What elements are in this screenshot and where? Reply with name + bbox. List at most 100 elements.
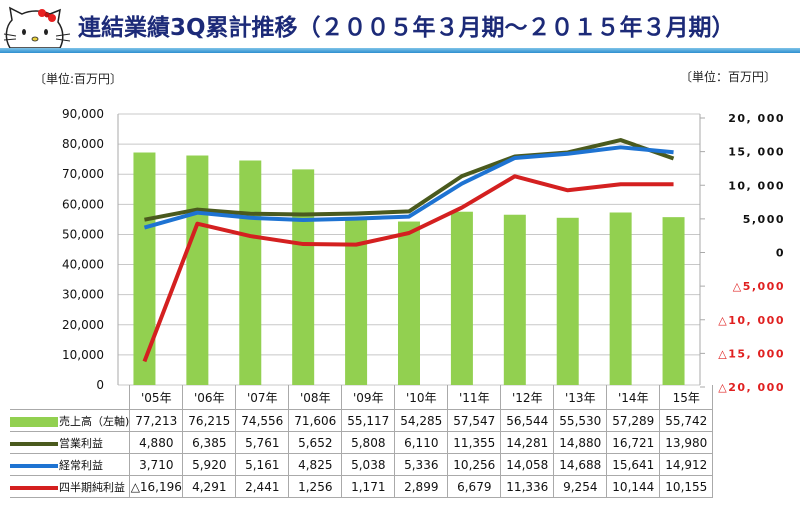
table-cell: 57,289 bbox=[606, 409, 661, 432]
table-cell: 4,825 bbox=[288, 453, 343, 476]
legend-label: 経常利益 bbox=[59, 458, 103, 472]
table-cell: 14,912 bbox=[659, 453, 714, 476]
table-cell: 10,256 bbox=[447, 453, 502, 476]
table-cell: 13,980 bbox=[659, 431, 714, 454]
category-label: '07年 bbox=[235, 385, 290, 410]
right-tick-label: 0 bbox=[776, 247, 785, 260]
right-tick-label: △20, 000 bbox=[718, 381, 785, 394]
bar-sales bbox=[450, 211, 473, 385]
table-cell: 9,254 bbox=[553, 475, 608, 498]
right-tick-label: △10, 000 bbox=[718, 314, 785, 327]
category-label: '06年 bbox=[182, 385, 237, 410]
bar-sales bbox=[398, 221, 420, 385]
left-tick-label: 80,000 bbox=[62, 137, 104, 151]
table-cell: 55,742 bbox=[659, 409, 714, 432]
table-cell: 1,171 bbox=[341, 475, 396, 498]
legend-entry: 経常利益 bbox=[10, 453, 131, 476]
table-cell: 76,215 bbox=[182, 409, 237, 432]
category-label: '08年 bbox=[288, 385, 343, 410]
table-cell: 56,544 bbox=[500, 409, 555, 432]
table-cell: 54,285 bbox=[394, 409, 449, 432]
category-label: '10年 bbox=[394, 385, 449, 410]
bar-sales bbox=[503, 214, 526, 385]
table-row: 営業利益 4,880 6,385 5,761 5,652 5,808 6,110 11,355… bbox=[10, 431, 714, 454]
left-tick-label: 10,000 bbox=[62, 348, 104, 362]
right-tick-label: 5,000 bbox=[743, 213, 785, 226]
category-label: '09年 bbox=[341, 385, 396, 410]
left-tick-label: 40,000 bbox=[62, 258, 104, 272]
category-label: '11年 bbox=[447, 385, 502, 410]
page-title: 連結業績3Q累計推移（２００５年３月期～２０１５年３月期） bbox=[78, 15, 735, 41]
category-label: '12年 bbox=[500, 385, 555, 410]
left-axis-unit: 〔単位:百万円〕 bbox=[34, 72, 123, 86]
bar-sales bbox=[556, 217, 579, 385]
table-cell: 10,144 bbox=[606, 475, 661, 498]
table-cell: 14,281 bbox=[500, 431, 555, 454]
table-row: 売上高（左軸) 77,213 76,215 74,556 71,606 55,117 54,… bbox=[10, 409, 714, 432]
table-cell: 6,679 bbox=[447, 475, 502, 498]
table-cell: 74,556 bbox=[235, 409, 290, 432]
bar-sales bbox=[345, 219, 368, 385]
category-label: '13年 bbox=[553, 385, 608, 410]
legend-swatch bbox=[10, 441, 58, 446]
table-cell: 4,291 bbox=[182, 475, 237, 498]
bar-sales bbox=[662, 217, 685, 385]
table-cell: 5,652 bbox=[288, 431, 343, 454]
left-tick-label: 50,000 bbox=[62, 227, 104, 241]
table-cell: 16,721 bbox=[606, 431, 661, 454]
left-tick-label: 30,000 bbox=[62, 288, 104, 302]
legend-swatch bbox=[10, 463, 58, 468]
table-cell: 4,880 bbox=[129, 431, 184, 454]
table-cell: 10,155 bbox=[659, 475, 714, 498]
table-cell: 2,899 bbox=[394, 475, 449, 498]
right-axis-unit: 〔単位：百万円〕 bbox=[680, 70, 777, 84]
table-cell: 71,606 bbox=[288, 409, 343, 432]
table-row: 四半期純利益 △16,196 4,291 2,441 1,256 1,171 2,899 6,… bbox=[10, 475, 714, 498]
legend-entry: 営業利益 bbox=[10, 431, 131, 454]
left-tick-label: 90,000 bbox=[62, 107, 104, 121]
table-cell: 5,161 bbox=[235, 453, 290, 476]
hello-kitty-logo bbox=[3, 6, 71, 49]
right-tick-label: 20, 000 bbox=[728, 112, 785, 125]
table-cell: 2,441 bbox=[235, 475, 290, 498]
table-cell: 5,038 bbox=[341, 453, 396, 476]
table-row: 経常利益 3,710 5,920 5,161 4,825 5,038 5,336 10,256… bbox=[10, 453, 714, 476]
table-cell: 5,920 bbox=[182, 453, 237, 476]
table-cell: 14,058 bbox=[500, 453, 555, 476]
legend-entry: 売上高（左軸) bbox=[10, 409, 131, 432]
table-cell: 55,530 bbox=[553, 409, 608, 432]
line-経常利益 bbox=[143, 145, 674, 230]
line-四半期純利益 bbox=[142, 174, 674, 363]
table-cell: 6,385 bbox=[182, 431, 237, 454]
table-cell: 5,808 bbox=[341, 431, 396, 454]
bar-sales bbox=[133, 152, 156, 385]
table-cell: 11,336 bbox=[500, 475, 555, 498]
table-corner bbox=[10, 385, 131, 410]
category-label: '05年 bbox=[129, 385, 184, 410]
data-table: '05年 '06年 '07年 '08年 '09年 '10年 '11年 '12年 '13年 '14年… bbox=[10, 385, 714, 498]
bar-sales bbox=[186, 155, 209, 385]
right-tick-label: △5,000 bbox=[733, 280, 785, 293]
legend-entry: 四半期純利益 bbox=[10, 475, 131, 498]
bar-sales bbox=[239, 160, 262, 385]
legend-swatch bbox=[10, 485, 58, 490]
category-label: 15年 bbox=[659, 385, 714, 410]
line-営業利益 bbox=[144, 138, 675, 222]
right-tick-label: 15, 000 bbox=[728, 146, 785, 159]
table-cell: 57,547 bbox=[447, 409, 502, 432]
table-cell: 55,117 bbox=[341, 409, 396, 432]
category-label: '14年 bbox=[606, 385, 661, 410]
table-cell: 3,710 bbox=[129, 453, 184, 476]
legend-label: 営業利益 bbox=[59, 436, 103, 450]
right-tick-label: △15, 000 bbox=[718, 347, 785, 360]
table-header-row: '05年 '06年 '07年 '08年 '09年 '10年 '11年 '12年 '13年 '14年… bbox=[10, 385, 714, 410]
table-cell: 14,880 bbox=[553, 431, 608, 454]
bar-sales bbox=[609, 212, 632, 385]
table-cell: 5,761 bbox=[235, 431, 290, 454]
left-tick-label: 60,000 bbox=[62, 197, 104, 211]
left-tick-label: 20,000 bbox=[62, 318, 104, 332]
table-cell: 77,213 bbox=[129, 409, 184, 432]
legend-label: 四半期純利益 bbox=[59, 480, 125, 494]
table-cell: 14,688 bbox=[553, 453, 608, 476]
bar-sales bbox=[292, 169, 315, 385]
